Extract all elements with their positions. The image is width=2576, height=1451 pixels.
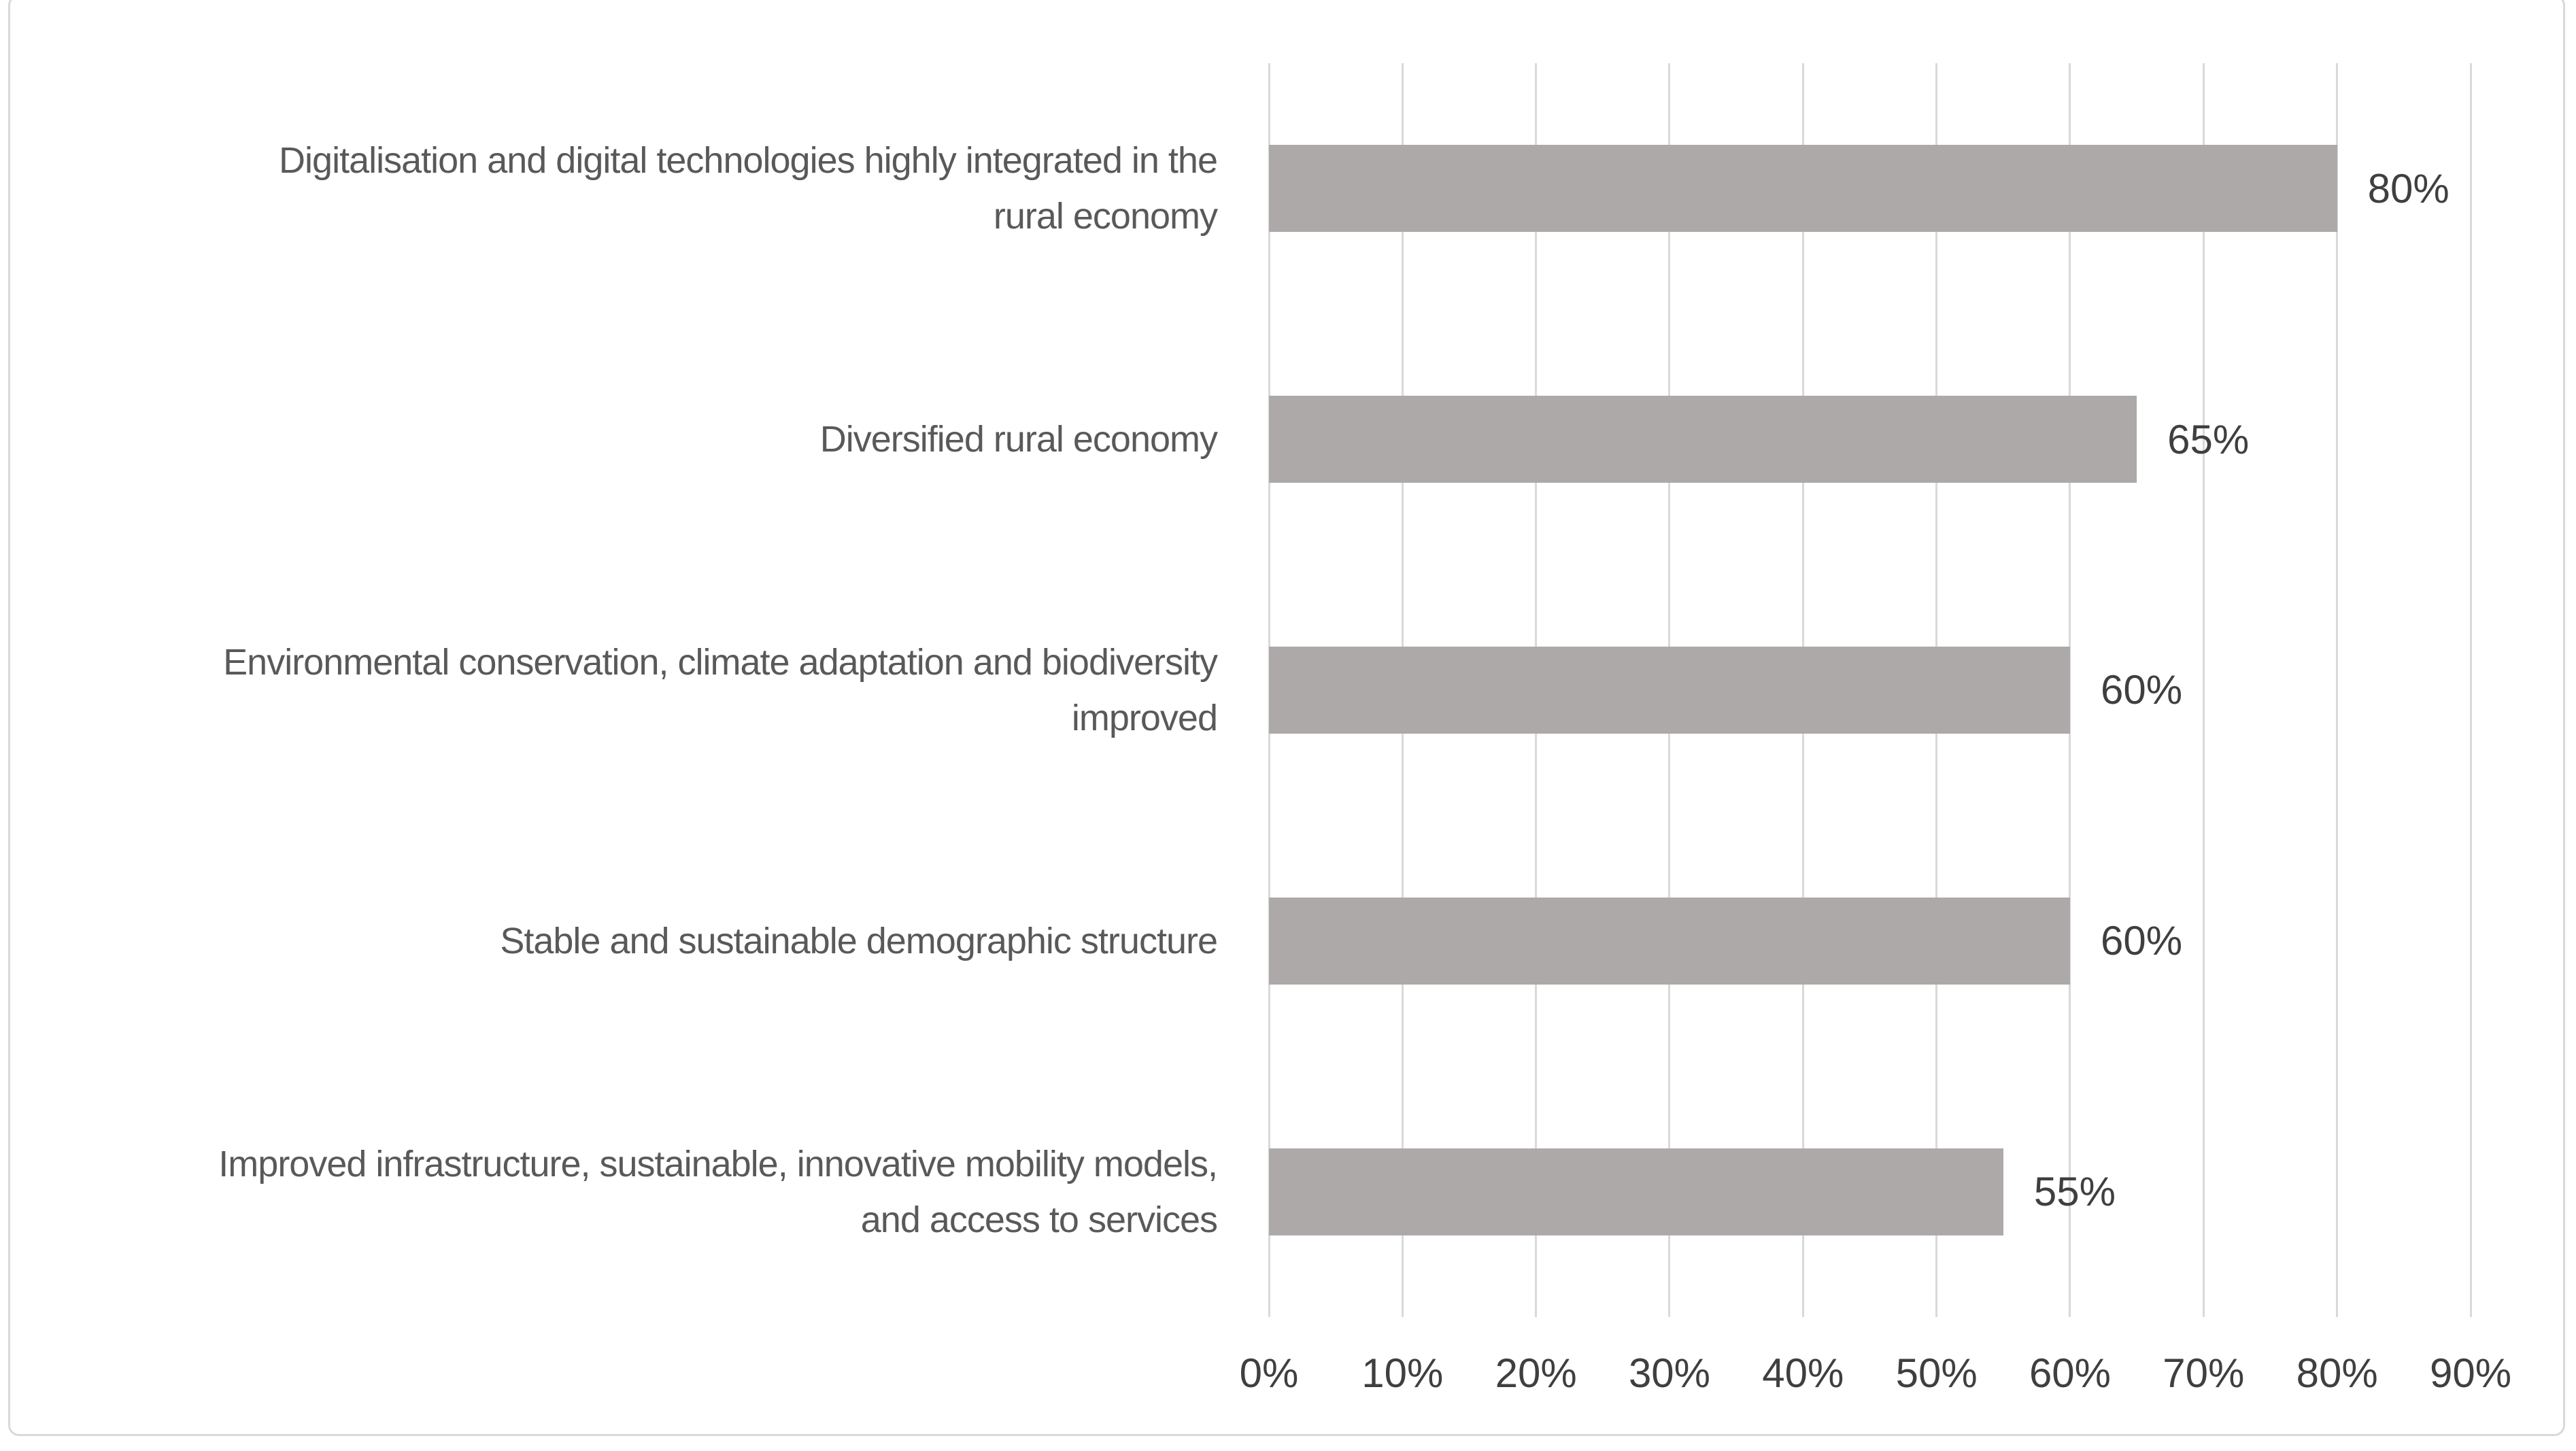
bar-rows: Digitalisation and digital technologies … (16, 63, 2471, 1317)
category-label-line: Diversified rural economy (819, 419, 1218, 460)
bar-row: Digitalisation and digital technologies … (16, 63, 2471, 314)
bar (1269, 145, 2337, 233)
x-tick-label: 40% (1762, 1350, 1844, 1396)
gridline (2336, 63, 2339, 1317)
category-label: Improved infrastructure, sustainable, in… (16, 1136, 1269, 1248)
category-label: Stable and sustainable demographic struc… (16, 913, 1269, 969)
bar (1269, 646, 2070, 734)
bar-track: 60% (1269, 815, 2471, 1066)
category-label-line: improved (1071, 697, 1218, 738)
bar-track: 55% (1269, 1066, 2471, 1317)
bar-row: Environmental conservation, climate adap… (16, 565, 2471, 816)
bar-row: Improved infrastructure, sustainable, in… (16, 1066, 2471, 1317)
value-label: 55% (2033, 1169, 2116, 1215)
category-label-line: Environmental conservation, climate adap… (223, 641, 1218, 683)
value-label: 65% (2167, 416, 2250, 462)
category-label: Digitalisation and digital technologies … (16, 133, 1269, 244)
category-label-line: and access to services (860, 1199, 1218, 1240)
gridline (2202, 63, 2205, 1317)
category-label-line: Stable and sustainable demographic struc… (500, 920, 1218, 961)
gridline (2069, 63, 2071, 1317)
x-tick-label: 50% (1895, 1350, 1978, 1396)
x-tick-label: 80% (2296, 1350, 2378, 1396)
category-label: Diversified rural economy (16, 411, 1269, 467)
x-tick-label: 0% (1239, 1350, 1299, 1396)
category-label-line: rural economy (993, 196, 1218, 237)
gridline (2469, 63, 2472, 1317)
bar (1269, 1148, 2003, 1235)
category-label-line: Improved infrastructure, sustainable, in… (218, 1143, 1218, 1184)
x-tick-label: 30% (1628, 1350, 1711, 1396)
category-label-line: Digitalisation and digital technologies … (279, 140, 1218, 182)
x-tick-label: 20% (1495, 1350, 1577, 1396)
bar (1269, 396, 2137, 483)
x-axis: 0% 10% 20% 30% 40% 50% 60% 70% 80% 90% (1240, 1350, 2511, 1404)
x-tick-label: 60% (2029, 1350, 2112, 1396)
bar (1269, 897, 2070, 985)
bar-track: 80% (1269, 63, 2471, 314)
x-tick-label: 70% (2163, 1350, 2245, 1396)
value-label: 80% (2367, 165, 2450, 211)
bar-row: Stable and sustainable demographic struc… (16, 815, 2471, 1066)
value-label: 60% (2100, 667, 2183, 713)
x-tick-label: 90% (2429, 1350, 2512, 1396)
bar-track: 60% (1269, 565, 2471, 816)
bar-track: 65% (1269, 314, 2471, 565)
bar-row: Diversified rural economy 65% (16, 314, 2471, 565)
x-tick-label: 10% (1361, 1350, 1444, 1396)
category-label: Environmental conservation, climate adap… (16, 634, 1269, 746)
value-label: 60% (2100, 918, 2183, 964)
